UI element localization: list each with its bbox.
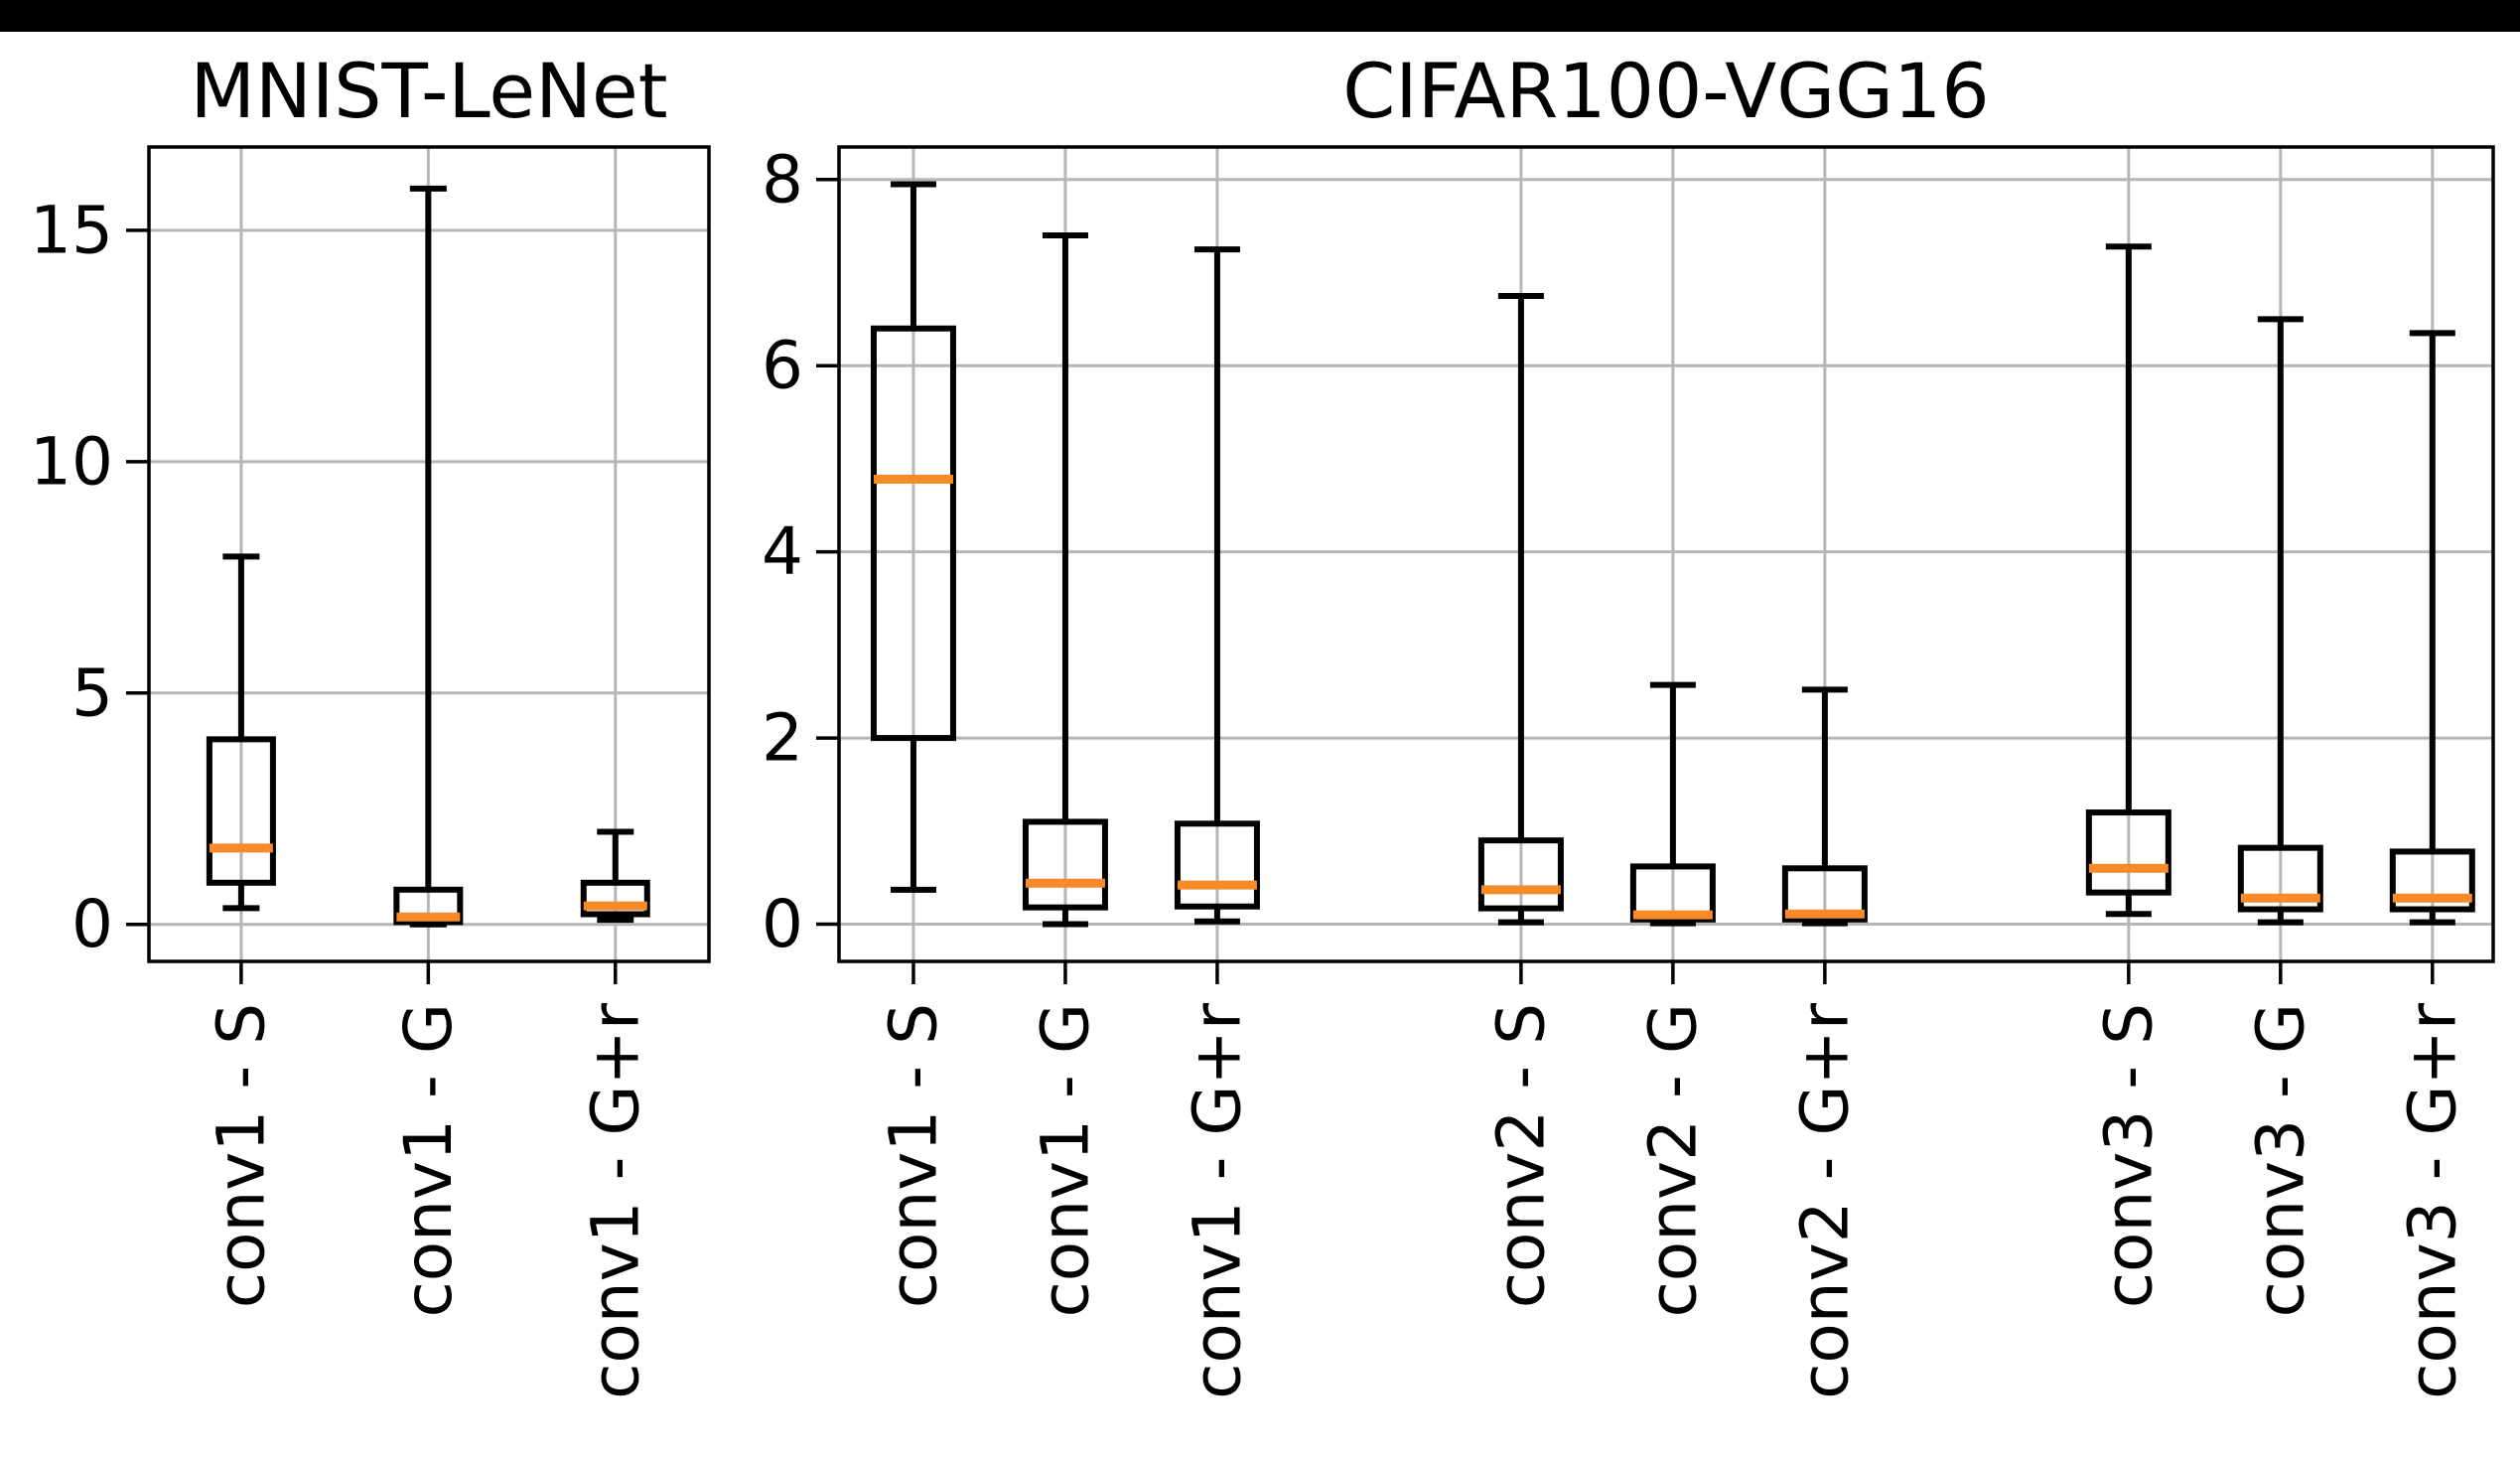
- iqr-box: [1477, 837, 1564, 912]
- y-tick-label: 8: [762, 141, 803, 218]
- iqr-box: [2237, 844, 2323, 913]
- iqr-box: [580, 879, 650, 918]
- boxplot-conv1-s: [870, 181, 956, 893]
- axes-frame: [837, 145, 2495, 963]
- top-black-bar: [0, 0, 2520, 32]
- y-tick-label: 15: [30, 192, 113, 268]
- y-tick-label: 5: [71, 655, 113, 731]
- x-tick-label-conv1-g-r: conv1 - G+r: [577, 1002, 653, 1399]
- boxplot-conv2-s: [1477, 292, 1564, 926]
- boxplot-conv1-g: [1022, 232, 1108, 928]
- x-tick-label-conv1-g: conv1 - G: [390, 1003, 467, 1317]
- iqr-box: [1781, 865, 1868, 923]
- x-tick-label-conv2-g: conv2 - G: [1634, 1003, 1711, 1317]
- x-tick-label-conv1-s: conv1 - S: [203, 1003, 279, 1308]
- right-plot-title: CIFAR100-VGG16: [1342, 47, 1990, 135]
- boxplot-conv1-s: [206, 553, 276, 912]
- iqr-box: [1022, 818, 1108, 911]
- boxplot-conv3-g-r: [2389, 330, 2475, 926]
- x-tick-label-conv3-g-r: conv3 - G+r: [2394, 1002, 2470, 1399]
- boxplot-conv2-g: [1629, 681, 1716, 927]
- boxplot-conv3-g: [2237, 316, 2323, 926]
- x-tick-label-conv3-g: conv3 - G: [2242, 1003, 2318, 1317]
- subplot-cifar100-vgg16: 0 2 4 6 8 conv1 - S conv1 - G conv1 - G+r conv2 …: [762, 141, 2495, 1399]
- iqr-box: [870, 325, 956, 742]
- x-tick-label-conv2-g-r: conv2 - G+r: [1786, 1002, 1863, 1399]
- iqr-box: [1629, 863, 1716, 923]
- boxplot-conv1-g-r: [1174, 246, 1260, 925]
- y-tick-label: 6: [762, 328, 803, 404]
- boxplot-conv1-g: [393, 185, 464, 928]
- x-tick-label-conv1-s: conv1 - S: [875, 1003, 951, 1308]
- y-tick-label: 4: [762, 513, 803, 590]
- iqr-box: [1174, 820, 1260, 910]
- y-tick-label: 2: [762, 700, 803, 777]
- left-plot-title: MNIST-LeNet: [190, 47, 668, 135]
- x-tick-label-conv1-g: conv1 - G: [1027, 1003, 1103, 1317]
- boxplot-conv3-s: [2085, 243, 2171, 918]
- x-tick-label-conv3-s: conv3 - S: [2090, 1003, 2167, 1308]
- iqr-box: [206, 736, 276, 886]
- y-tick-label: 10: [30, 423, 113, 500]
- boxplot-conv1-g-r: [580, 828, 650, 924]
- iqr-box: [393, 886, 464, 926]
- x-tick-label-conv2-s: conv2 - S: [1482, 1003, 1559, 1308]
- iqr-box: [2085, 809, 2171, 896]
- y-tick-label: 0: [71, 886, 113, 962]
- boxplot-conv2-g-r: [1781, 686, 1868, 927]
- y-tick-label: 0: [762, 886, 803, 962]
- x-tick-label-conv1-g-r: conv1 - G+r: [1179, 1002, 1255, 1399]
- iqr-box: [2389, 848, 2475, 913]
- subplot-mnist-lenet: 0 5 10 15 conv1 - S conv1 - G conv1 - G+r: [30, 145, 711, 1399]
